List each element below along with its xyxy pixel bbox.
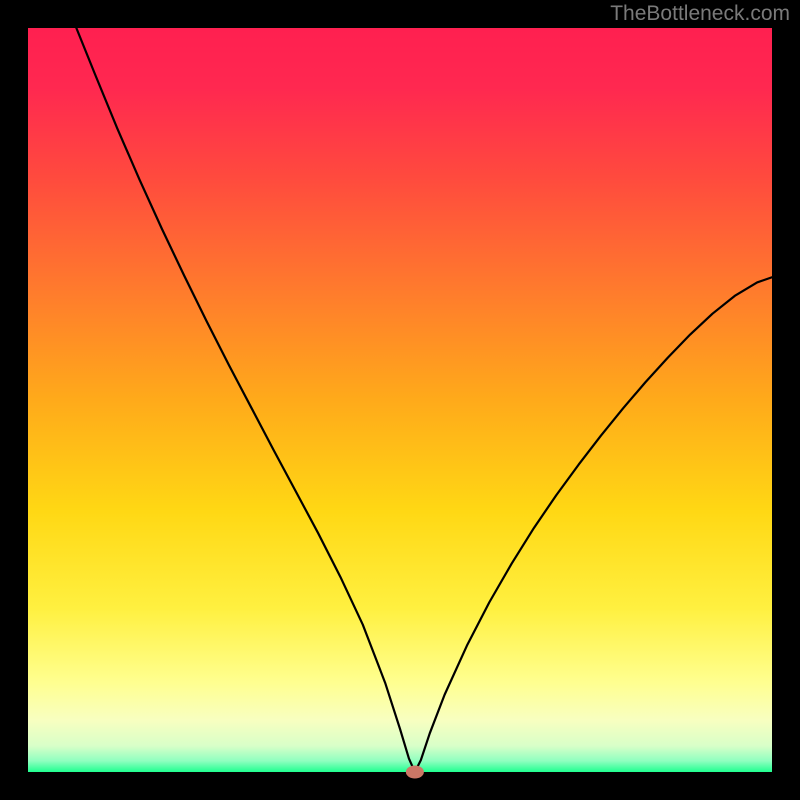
optimal-point-marker: [406, 766, 424, 779]
bottleneck-chart: [0, 0, 800, 800]
watermark-text: TheBottleneck.com: [610, 2, 790, 26]
chart-gradient-background: [28, 28, 772, 772]
chart-container: TheBottleneck.com: [0, 0, 800, 800]
